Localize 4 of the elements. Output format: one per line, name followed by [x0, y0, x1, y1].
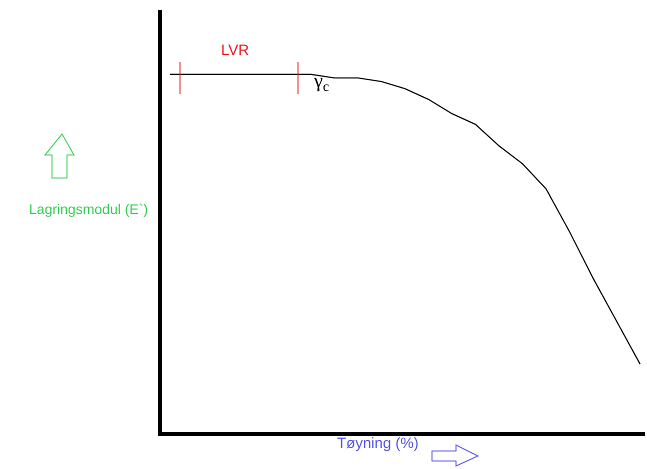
annotation: γ$_{c}$ [313, 70, 330, 96]
text: LVR [221, 42, 250, 59]
y-axis-title: Lagringsmodul (E`) [29, 201, 148, 217]
x-axis-title: Tøyning (%) [337, 435, 419, 452]
